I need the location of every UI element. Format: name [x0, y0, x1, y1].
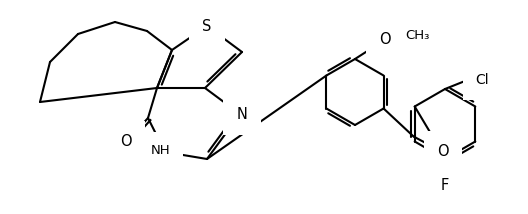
Text: CH₃: CH₃ — [405, 28, 429, 42]
Text: O: O — [120, 135, 132, 150]
Text: S: S — [202, 18, 212, 34]
Text: Cl: Cl — [475, 73, 488, 87]
Text: NH: NH — [151, 144, 171, 156]
Text: F: F — [441, 177, 449, 193]
Text: N: N — [237, 107, 248, 122]
Text: O: O — [379, 31, 391, 46]
Text: O: O — [437, 144, 448, 159]
